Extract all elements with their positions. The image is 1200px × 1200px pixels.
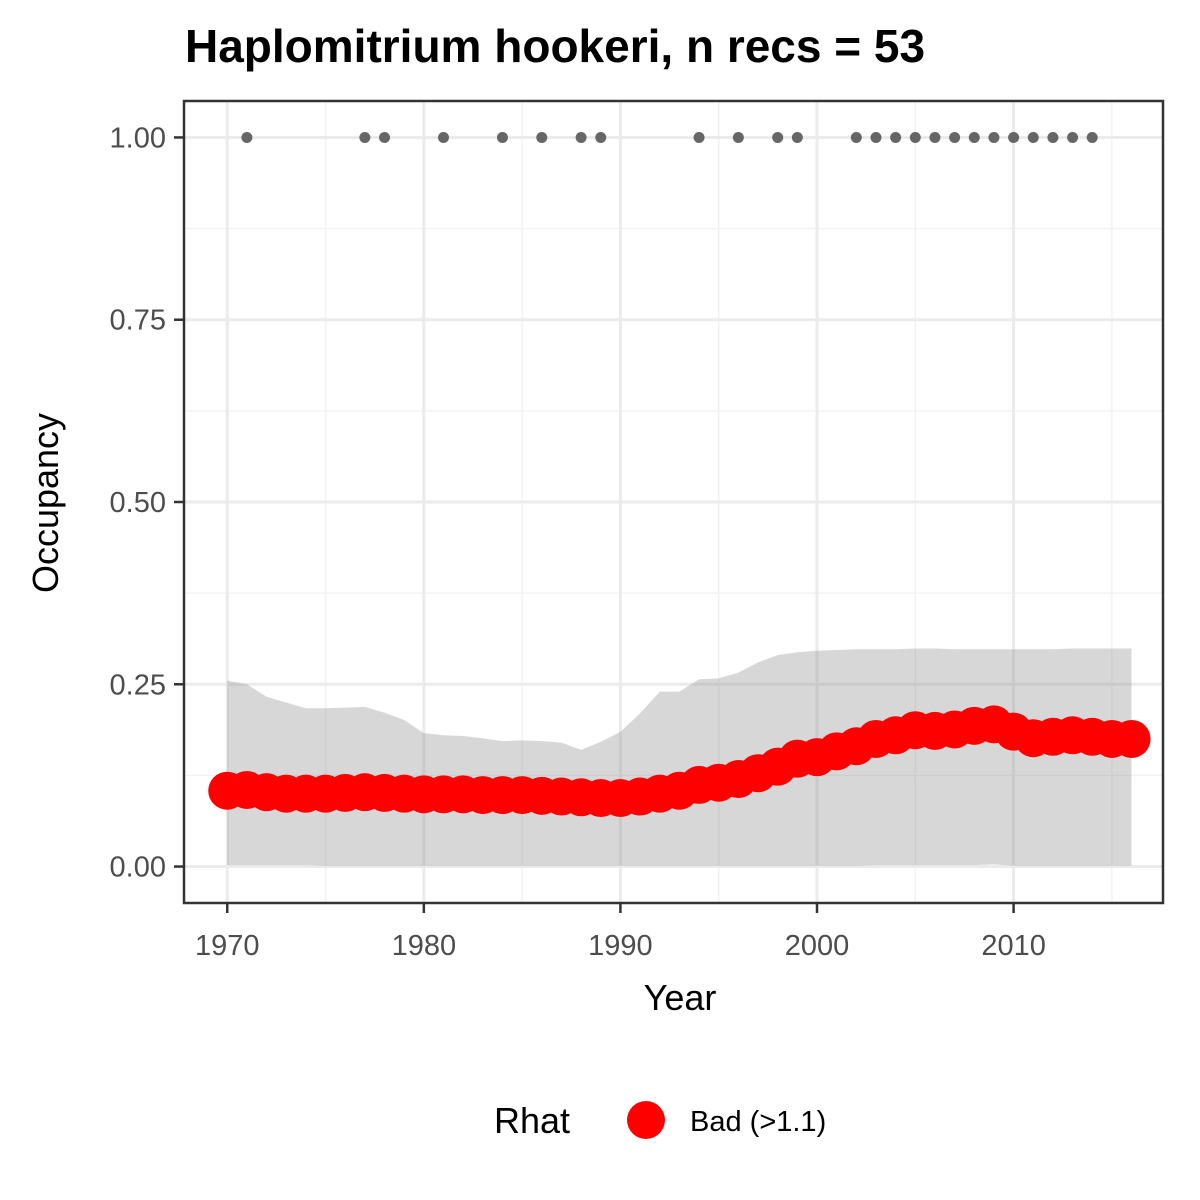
x-tick-label: 1980 xyxy=(392,930,457,962)
x-tick-label: 1990 xyxy=(588,930,653,962)
y-tick-label: 1.00 xyxy=(110,122,166,154)
confidence-ribbon xyxy=(227,648,1132,866)
y-tick-label: 0.25 xyxy=(110,669,166,701)
legend-title: Rhat xyxy=(494,1100,570,1141)
y-axis-title: Occupancy xyxy=(25,413,66,593)
x-axis-title: Year xyxy=(644,977,717,1018)
x-tick-label: 2010 xyxy=(981,930,1046,962)
record-point xyxy=(1067,131,1079,143)
record-point xyxy=(359,131,371,143)
record-point xyxy=(968,131,980,143)
plot-area: 0.00 0.25 0.50 0.75 1.00 1970 1980 1990 2000 2010 xyxy=(110,99,1165,962)
record-point xyxy=(595,131,607,143)
y-tick-label: 0.50 xyxy=(110,487,166,519)
record-point xyxy=(693,131,705,143)
occupancy-point xyxy=(1112,719,1151,758)
record-point xyxy=(1008,131,1020,143)
record-point xyxy=(241,131,253,143)
record-point xyxy=(929,131,941,143)
legend-label-bad: Bad (>1.1) xyxy=(690,1106,826,1138)
record-point xyxy=(791,131,803,143)
record-point xyxy=(1047,131,1059,143)
record-point xyxy=(437,131,449,143)
record-point xyxy=(379,131,391,143)
record-point xyxy=(575,131,587,143)
record-point xyxy=(772,131,784,143)
record-point xyxy=(988,131,1000,143)
record-point xyxy=(949,131,961,143)
record-point xyxy=(1027,131,1039,143)
y-tick-label: 0.75 xyxy=(110,305,166,337)
x-tick-label: 2000 xyxy=(785,930,850,962)
record-point xyxy=(890,131,902,143)
record-point xyxy=(909,131,921,143)
chart-title: Haplomitrium hookeri, n recs = 53 xyxy=(185,20,925,72)
y-tick-label: 0.00 xyxy=(110,852,166,884)
x-tick-label: 1970 xyxy=(195,930,260,962)
record-point xyxy=(1086,131,1098,143)
record-point xyxy=(850,131,862,143)
record-point xyxy=(536,131,548,143)
legend-key-bad xyxy=(627,1101,665,1139)
record-point xyxy=(732,131,744,143)
record-point xyxy=(496,131,508,143)
record-point xyxy=(870,131,882,143)
legend: Rhat Bad (>1.1) xyxy=(494,1100,826,1141)
